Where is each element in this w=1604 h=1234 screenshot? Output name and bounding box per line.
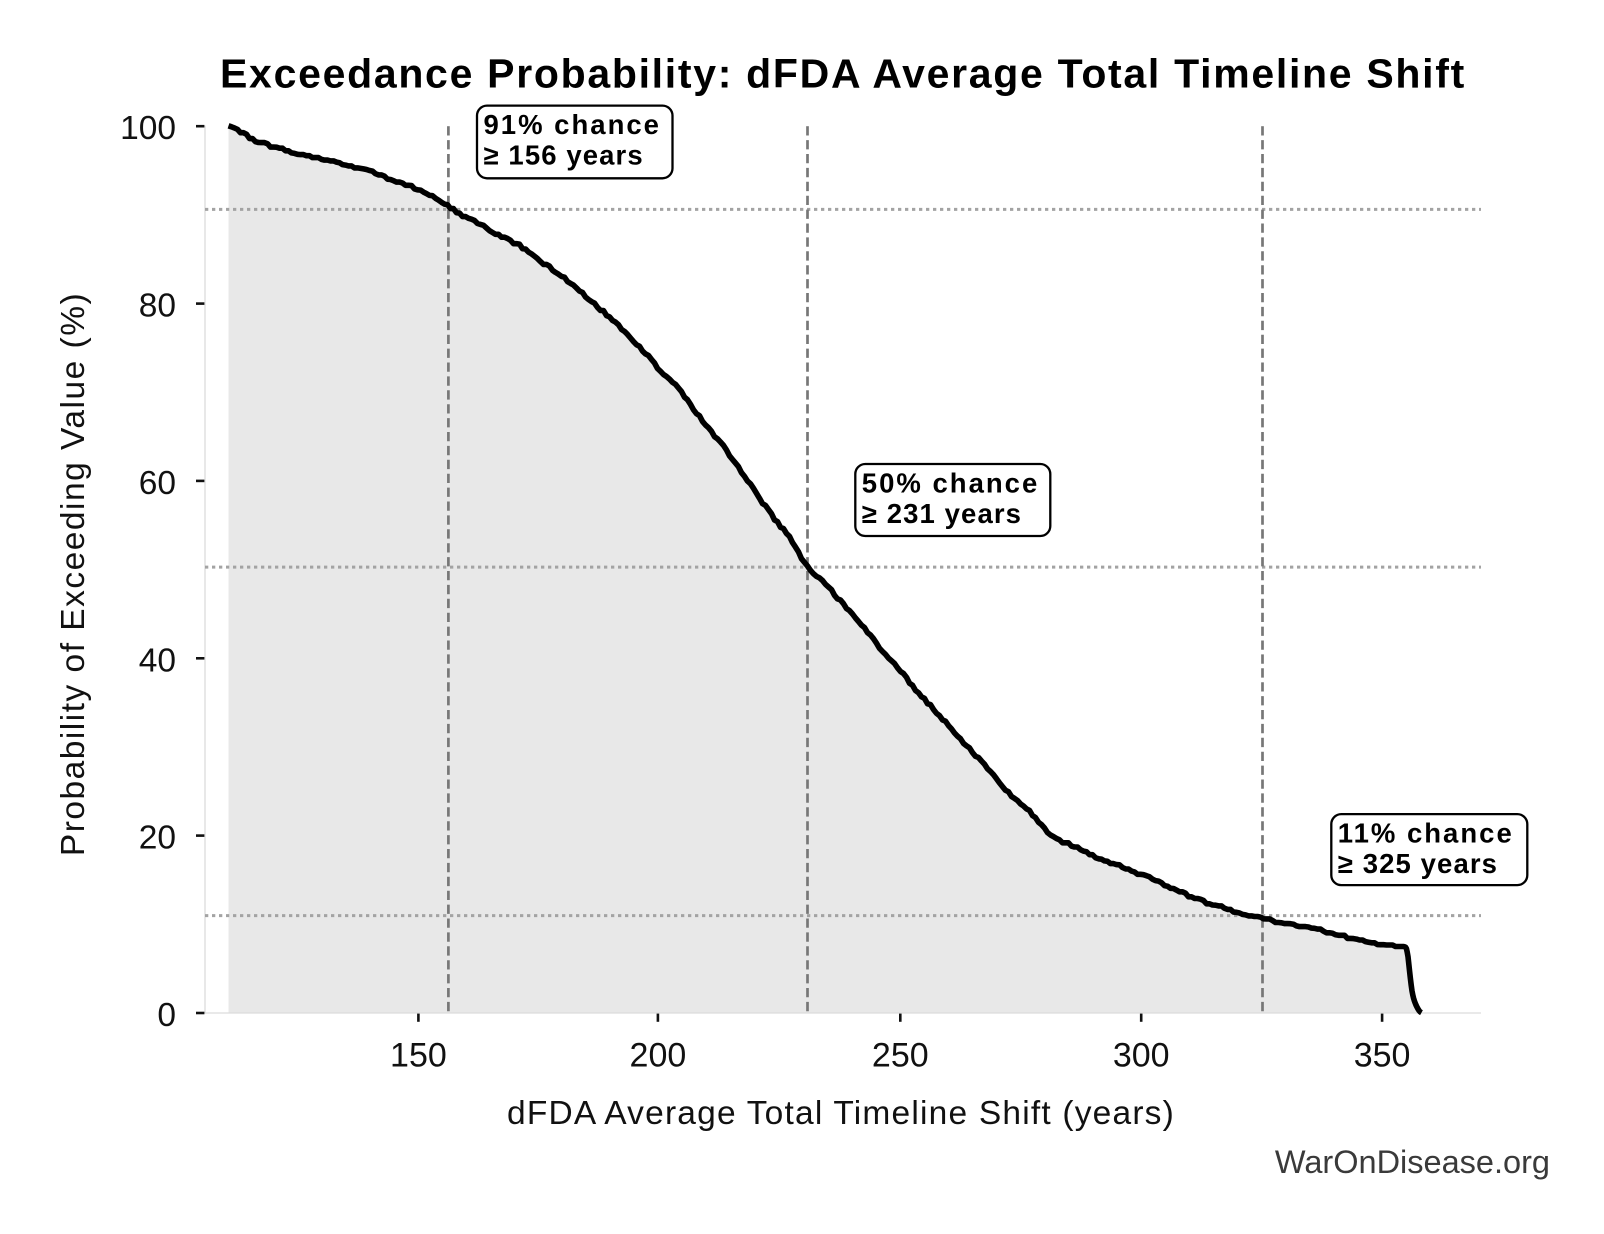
- svg-text:WarOnDisease.org: WarOnDisease.org: [1275, 1144, 1550, 1180]
- svg-text:40: 40: [139, 642, 176, 679]
- svg-text:200: 200: [630, 1037, 687, 1075]
- svg-text:dFDA Average Total Timeline Sh: dFDA Average Total Timeline Shift (years…: [507, 1095, 1175, 1132]
- svg-text:250: 250: [872, 1037, 929, 1075]
- svg-text:91% chance: 91% chance: [484, 109, 661, 140]
- svg-text:300: 300: [1113, 1037, 1170, 1075]
- svg-text:20: 20: [139, 820, 176, 857]
- svg-text:80: 80: [139, 288, 176, 325]
- svg-text:0: 0: [157, 997, 176, 1034]
- svg-text:≥ 231 years: ≥ 231 years: [862, 498, 1022, 529]
- svg-text:≥ 325 years: ≥ 325 years: [1338, 848, 1498, 879]
- svg-text:100: 100: [120, 110, 176, 147]
- svg-text:50% chance: 50% chance: [862, 467, 1039, 498]
- svg-text:Probability of Exceeding Value: Probability of Exceeding Value (%): [55, 292, 92, 856]
- svg-text:350: 350: [1354, 1037, 1411, 1075]
- svg-text:≥ 156 years: ≥ 156 years: [484, 140, 644, 171]
- svg-text:Exceedance Probability: dFDA A: Exceedance Probability: dFDA Average Tot…: [220, 51, 1466, 97]
- svg-text:11% chance: 11% chance: [1338, 817, 1514, 848]
- svg-text:60: 60: [139, 465, 176, 502]
- svg-text:150: 150: [390, 1037, 447, 1075]
